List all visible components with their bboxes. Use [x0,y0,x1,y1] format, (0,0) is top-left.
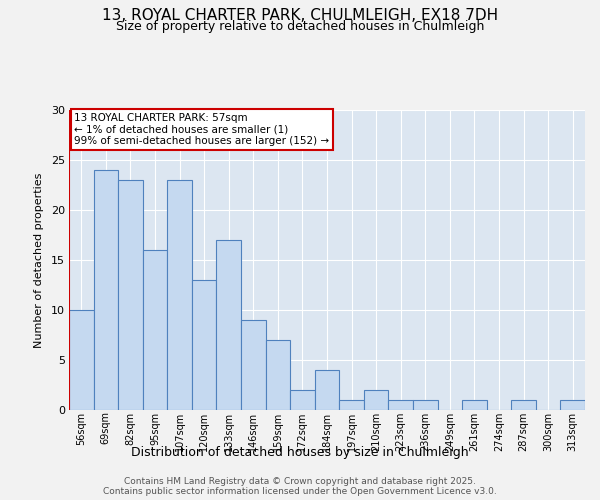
Bar [413,400,437,410]
Bar [94,170,118,410]
Y-axis label: Number of detached properties: Number of detached properties [34,172,44,348]
Text: Contains HM Land Registry data © Crown copyright and database right 2025.: Contains HM Land Registry data © Crown c… [124,476,476,486]
Bar [266,340,290,410]
Bar [143,250,167,410]
Bar [560,400,585,410]
Text: 13 ROYAL CHARTER PARK: 57sqm
← 1% of detached houses are smaller (1)
99% of semi: 13 ROYAL CHARTER PARK: 57sqm ← 1% of det… [74,113,329,146]
Bar [290,390,315,410]
Bar [69,310,94,410]
Bar [192,280,217,410]
Bar [462,400,487,410]
Text: Distribution of detached houses by size in Chulmleigh: Distribution of detached houses by size … [131,446,469,459]
Text: Contains public sector information licensed under the Open Government Licence v3: Contains public sector information licen… [103,486,497,496]
Bar [241,320,266,410]
Bar [339,400,364,410]
Bar [118,180,143,410]
Bar [511,400,536,410]
Bar [217,240,241,410]
Text: Size of property relative to detached houses in Chulmleigh: Size of property relative to detached ho… [116,20,484,33]
Bar [364,390,388,410]
Text: 13, ROYAL CHARTER PARK, CHULMLEIGH, EX18 7DH: 13, ROYAL CHARTER PARK, CHULMLEIGH, EX18… [102,8,498,22]
Bar [388,400,413,410]
Bar [315,370,339,410]
Bar [167,180,192,410]
